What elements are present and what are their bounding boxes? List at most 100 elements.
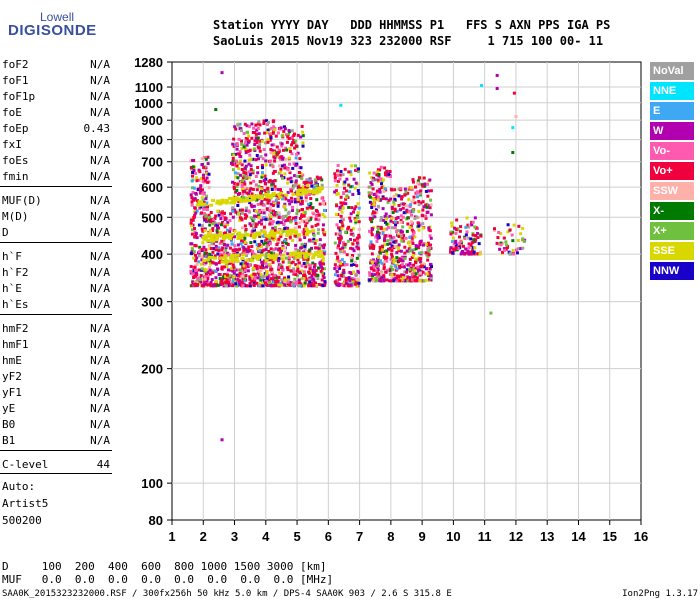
echo-point [221, 246, 225, 250]
sse-trace-point [279, 191, 284, 195]
echo-point [479, 250, 483, 254]
sse-trace-point [319, 253, 324, 257]
echo-point [238, 122, 242, 126]
echo-point [288, 171, 292, 175]
echo-point [193, 227, 197, 231]
echo-point [412, 271, 416, 275]
echo-point [311, 206, 315, 210]
sse-trace-point [224, 233, 229, 237]
sse-trace-point [304, 251, 309, 255]
echo-point [301, 130, 305, 134]
echo-point [387, 172, 391, 176]
echo-point [507, 250, 511, 254]
echo-point [323, 233, 327, 237]
echo-point [386, 200, 390, 204]
echo-point [276, 220, 280, 224]
echo-point [286, 242, 290, 246]
echo-point [265, 272, 269, 276]
echo-point [283, 227, 287, 231]
echo-point [300, 243, 304, 247]
echo-point [262, 211, 266, 215]
x-tick-label: 13 [540, 529, 554, 544]
param-value: N/A [90, 282, 110, 295]
echo-point [469, 243, 473, 247]
param-name: foE [2, 106, 22, 119]
echo-point [399, 218, 403, 222]
echo-point [343, 243, 347, 247]
echo-point [393, 197, 397, 201]
echo-point [202, 282, 206, 286]
echo-point [357, 192, 361, 196]
echo-point [255, 222, 259, 226]
echo-point [256, 136, 260, 140]
param-name: foF1p [2, 90, 36, 103]
echo-point [403, 187, 407, 191]
echo-point [214, 244, 218, 248]
echo-point [264, 217, 268, 221]
echo-point [274, 134, 278, 138]
echo-point [272, 200, 276, 204]
sse-trace-point [213, 233, 218, 237]
echo-point [294, 163, 298, 167]
echo-point [399, 202, 403, 206]
echo-point [407, 267, 411, 271]
echo-point [298, 270, 302, 274]
echo-point [369, 218, 373, 222]
echo-point [410, 237, 414, 241]
isolated-echo [220, 438, 224, 442]
echo-point [246, 269, 250, 273]
echo-point [228, 219, 232, 223]
echo-point [313, 263, 317, 267]
echo-point [226, 220, 230, 224]
echo-point [236, 182, 240, 186]
echo-point [508, 228, 512, 232]
echo-point [323, 215, 327, 219]
echo-point [212, 247, 216, 251]
echo-point [286, 181, 290, 185]
echo-point [368, 200, 372, 204]
echo-point [497, 230, 501, 234]
echo-point [234, 278, 238, 282]
echo-point [243, 186, 247, 190]
echo-point [198, 280, 202, 284]
echo-point [294, 181, 298, 185]
echo-point [255, 198, 259, 202]
echo-point [243, 122, 247, 126]
echo-point [224, 248, 228, 252]
echo-point [298, 157, 302, 161]
sse-trace-point [245, 258, 250, 262]
param-value: N/A [90, 322, 110, 335]
echo-point [267, 199, 271, 203]
echo-point [257, 264, 261, 268]
echo-point [399, 186, 403, 190]
echo-point [421, 243, 425, 247]
echo-point [275, 197, 279, 201]
echo-point [393, 264, 397, 268]
echo-point [283, 127, 287, 131]
echo-point [263, 272, 267, 276]
echo-point [201, 173, 205, 177]
echo-point [409, 203, 413, 207]
echo-point [403, 257, 407, 261]
echo-point [245, 124, 249, 128]
sse-trace-point [311, 256, 316, 260]
echo-point [247, 139, 251, 143]
echo-point [247, 245, 251, 249]
echo-point [249, 224, 253, 228]
echo-point [257, 273, 261, 277]
echo-point [368, 185, 372, 189]
sse-trace-point [237, 197, 242, 201]
echo-point [245, 262, 249, 266]
echo-point [382, 227, 386, 231]
echo-point [218, 277, 222, 281]
echo-point [211, 229, 215, 233]
echo-point [194, 253, 198, 257]
echo-point [315, 183, 319, 187]
echo-point [400, 263, 404, 267]
sse-trace-point [228, 256, 233, 260]
echo-point [277, 148, 281, 152]
echo-point [303, 183, 307, 187]
echo-point [405, 268, 409, 272]
echo-point [476, 231, 480, 235]
echo-point [307, 250, 311, 254]
